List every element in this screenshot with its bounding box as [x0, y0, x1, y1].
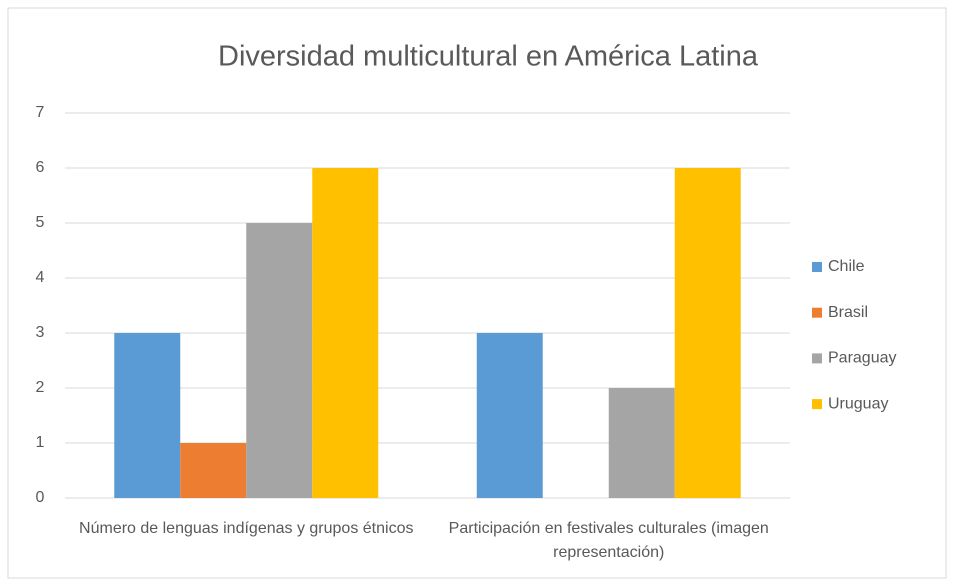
x-tick-label: Número de lenguas indígenas y grupos étn… — [79, 520, 414, 537]
y-tick-label: 3 — [36, 324, 45, 341]
y-tick-label: 5 — [36, 214, 45, 231]
legend-label: Brasil — [828, 304, 868, 321]
legend-swatch — [812, 399, 822, 410]
legend-swatch — [812, 307, 822, 318]
bar — [674, 168, 741, 498]
x-tick-label: Participación en festivales culturales (… — [448, 520, 769, 561]
legend-label: Paraguay — [828, 350, 897, 367]
y-tick-label: 7 — [36, 104, 45, 121]
bar — [114, 333, 181, 498]
legend-swatch — [812, 262, 822, 272]
y-tick-label: 1 — [36, 434, 45, 451]
y-tick-label: 6 — [36, 159, 45, 176]
y-tick-label: 2 — [36, 379, 45, 396]
chart-title: Diversidad multicultural en América Lati… — [218, 41, 759, 73]
y-tick-label: 4 — [36, 269, 45, 286]
y-tick-label: 0 — [36, 489, 45, 506]
legend-label: Uruguay — [828, 395, 888, 412]
bar — [312, 168, 379, 498]
bar — [608, 388, 675, 498]
legend-swatch — [812, 353, 822, 364]
bar — [476, 333, 543, 498]
bar — [180, 443, 247, 498]
legend-label: Chile — [828, 258, 865, 275]
bar — [246, 223, 313, 498]
